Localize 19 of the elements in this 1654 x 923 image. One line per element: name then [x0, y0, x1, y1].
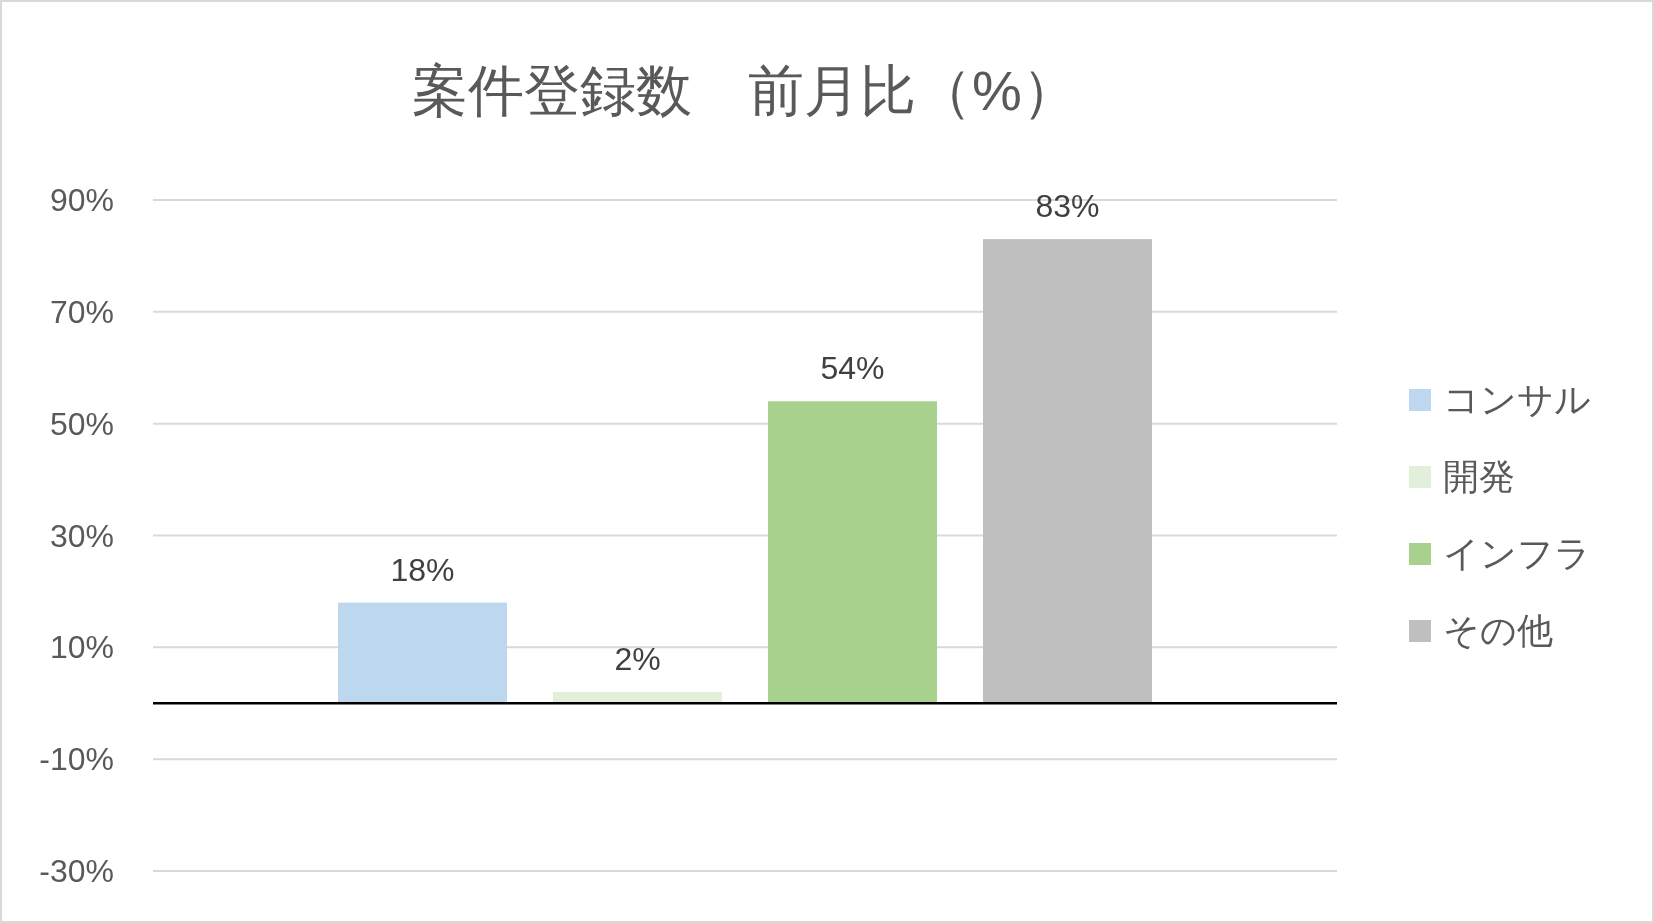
y-tick-label: 70%	[49, 293, 114, 330]
data-label: 83%	[1035, 188, 1100, 225]
y-tick-label: 90%	[49, 182, 114, 218]
y-tick-label: -10%	[39, 741, 114, 778]
data-label: 54%	[820, 350, 885, 387]
bar	[338, 602, 507, 704]
bar	[768, 401, 937, 704]
bar	[983, 239, 1152, 704]
data-label: 2%	[614, 641, 661, 678]
legend-label: その他	[1443, 610, 1553, 651]
chart-title: 案件登録数 前月比（%）	[412, 59, 1078, 122]
legend-label: コンサル	[1443, 379, 1591, 420]
legend-label: 開発	[1443, 456, 1515, 497]
y-tick-label: 50%	[49, 405, 114, 442]
legend-label: インフラ	[1443, 533, 1591, 574]
y-tick-label: -30%	[39, 853, 114, 889]
data-label: 18%	[390, 551, 455, 588]
y-tick-label: 30%	[49, 517, 114, 554]
y-tick-label: 10%	[49, 629, 114, 666]
